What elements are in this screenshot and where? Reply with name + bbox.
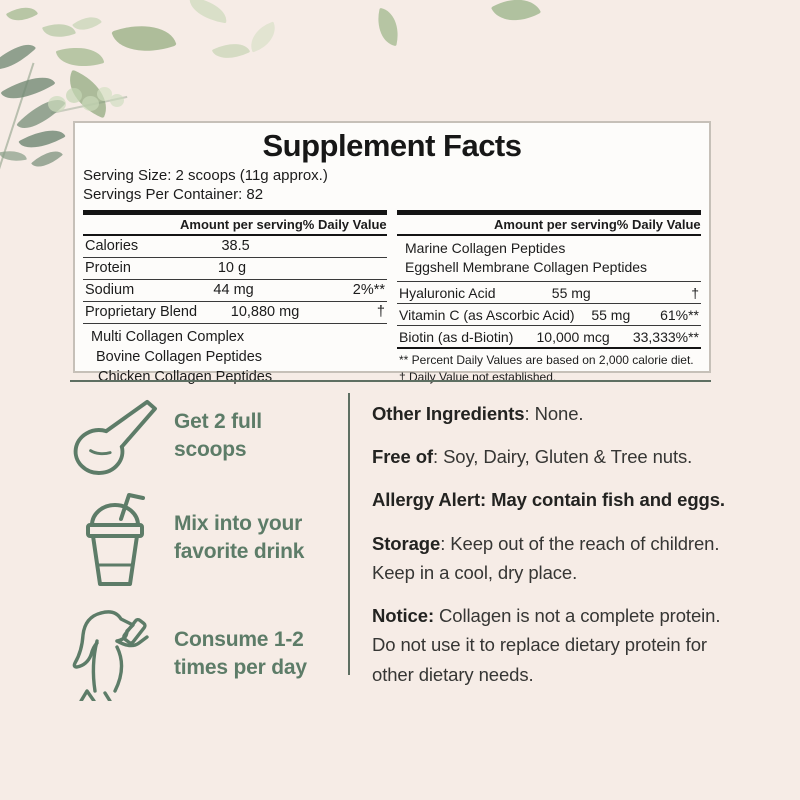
leaf-icon: [111, 13, 177, 64]
nutrient-name: Calories: [85, 238, 139, 254]
leaf-icon: [490, 0, 542, 33]
amount-header: Amount per serving: [180, 216, 303, 232]
nutrient-amount: 44 mg: [213, 282, 254, 298]
collagen-group: Marine Collagen Peptides Eggshell Membra…: [397, 236, 701, 282]
collagen-item: Eggshell Membrane Collagen Peptides: [405, 258, 648, 275]
detail-text: May contain fish and eggs.: [486, 489, 725, 511]
leaf-icon: [186, 0, 230, 24]
nutrient-name: Biotin (as d-Biotin): [399, 328, 514, 345]
eucalyptus-leaf-icon: [66, 88, 82, 103]
storage: Storage: Keep out of the reach of childr…: [372, 529, 740, 587]
blend-component: Multi Collagen Complex: [91, 328, 245, 345]
nutrient-amount: 55 mg: [591, 306, 631, 323]
servings-per-container: Servings Per Container: 82: [83, 185, 264, 203]
detail-label: Other Ingredients: [372, 403, 525, 424]
facts-left-column: Amount per serving % Daily Value Calorie…: [83, 209, 387, 391]
blend-component: Bovine Collagen Peptides: [96, 348, 263, 365]
instruction-label: Consume 1-2 times per day: [174, 628, 307, 679]
instruction-label: Get 2 full scoops: [174, 410, 262, 461]
table-row: Calories 38.5: [83, 236, 387, 257]
leaf-icon: [31, 143, 63, 175]
nutrient-amount: 38.5: [221, 238, 250, 254]
details-section: Other Ingredients: None. Free of: Soy, D…: [372, 399, 740, 703]
nutrient-amount: 10,000 mcg: [536, 328, 610, 345]
daily-value-header: % Daily Value: [302, 216, 387, 232]
footnote: ** Percent Daily Values are based on 2,0…: [399, 353, 694, 368]
blend-component: Chicken Collagen Peptides: [98, 368, 273, 385]
nutrient-amount: 55 mg: [551, 284, 591, 301]
allergy-alert: Allergy Alert: May contain fish and eggs…: [372, 485, 740, 514]
footnote: † Daily Value not established.: [399, 369, 557, 384]
table-row: Protein 10 g: [83, 256, 387, 279]
eucalyptus-leaf-icon: [110, 94, 124, 107]
detail-text: : None.: [524, 403, 584, 424]
detail-label: Free of: [372, 446, 433, 468]
vertical-divider: [348, 393, 350, 675]
detail-label: Storage: [372, 532, 441, 554]
nutrient-name: Proprietary Blend: [85, 304, 198, 320]
eucalyptus-leaf-icon: [97, 87, 112, 101]
nutrient-name: Sodium: [85, 282, 135, 298]
detail-label: Notice:: [372, 605, 434, 627]
eucalyptus-leaf-icon: [82, 96, 99, 111]
facts-right-column: Amount per serving % Daily Value Marine …: [397, 209, 701, 391]
free-of: Free of: Soy, Dairy, Gluten & Tree nuts.: [372, 442, 740, 471]
other-ingredients: Other Ingredients: None.: [372, 399, 740, 428]
instruction-label: Mix into your favorite drink: [174, 512, 305, 563]
detail-label: Allergy Alert:: [372, 489, 487, 511]
table-row: Sodium 44 mg 2%**: [83, 278, 387, 301]
panel-title: Supplement Facts: [262, 128, 523, 163]
collagen-item: Marine Collagen Peptides: [405, 239, 566, 256]
eucalyptus-leaf-icon: [48, 96, 66, 112]
nutrient-dv: †: [691, 284, 699, 301]
instruction-item-mix: Mix into your favorite drink: [56, 488, 346, 588]
instruction-item-scoops: Get 2 full scoops: [56, 394, 346, 478]
leaf-icon: [211, 35, 251, 67]
leaf-icon: [41, 17, 77, 44]
nutrient-name: Vitamin C (as Ascorbic Acid): [399, 306, 575, 323]
table-row: Proprietary Blend 10,880 mg †: [83, 300, 387, 323]
serving-size: Serving Size: 2 scoops (11g approx.): [83, 167, 328, 184]
nutrient-dv: †: [376, 304, 385, 320]
supplement-facts-panel: Supplement Facts Serving Size: 2 scoops …: [73, 121, 711, 385]
detail-text: : Soy, Dairy, Gluten & Tree nuts.: [432, 446, 693, 468]
nutrient-dv: 33,333%**: [632, 328, 699, 345]
leaf-icon: [245, 21, 281, 53]
nutrient-name: Protein: [85, 260, 131, 276]
instruction-item-consume: Consume 1-2 times per day: [56, 606, 346, 702]
nutrient-dv: 2%**: [352, 282, 385, 298]
notice: Notice: Collagen is not a complete prote…: [372, 601, 740, 689]
scoop-icon: [56, 394, 174, 478]
drink-cup-icon: [56, 488, 174, 588]
horizontal-divider: [70, 380, 711, 382]
table-header: Amount per serving % Daily Value: [397, 209, 701, 236]
detail-text: Collagen is not a complete protein. Do n…: [372, 605, 721, 685]
table-row: Vitamin C (as Ascorbic Acid) 55 mg 61%**: [397, 303, 701, 325]
leaf-icon: [55, 39, 105, 75]
daily-value-header: % Daily Value: [616, 216, 701, 232]
table-row: Biotin (as d-Biotin) 10,000 mcg 33,333%*…: [397, 325, 701, 347]
leaf-icon: [5, 0, 39, 28]
detail-text: : Keep out of the reach of children. Kee…: [372, 532, 720, 583]
nutrient-amount: 10 g: [217, 260, 247, 276]
drinking-person-icon: [56, 606, 174, 702]
nutrient-dv: 61%**: [660, 306, 699, 323]
leaf-icon: [72, 9, 102, 38]
amount-header: Amount per serving: [494, 216, 617, 232]
nutrient-name: Hyaluronic Acid: [399, 284, 496, 301]
nutrient-amount: 10,880 mg: [230, 304, 300, 320]
leaf-icon: [372, 7, 404, 47]
table-header: Amount per serving % Daily Value: [83, 209, 387, 236]
table-row: Hyaluronic Acid 55 mg †: [397, 281, 701, 303]
